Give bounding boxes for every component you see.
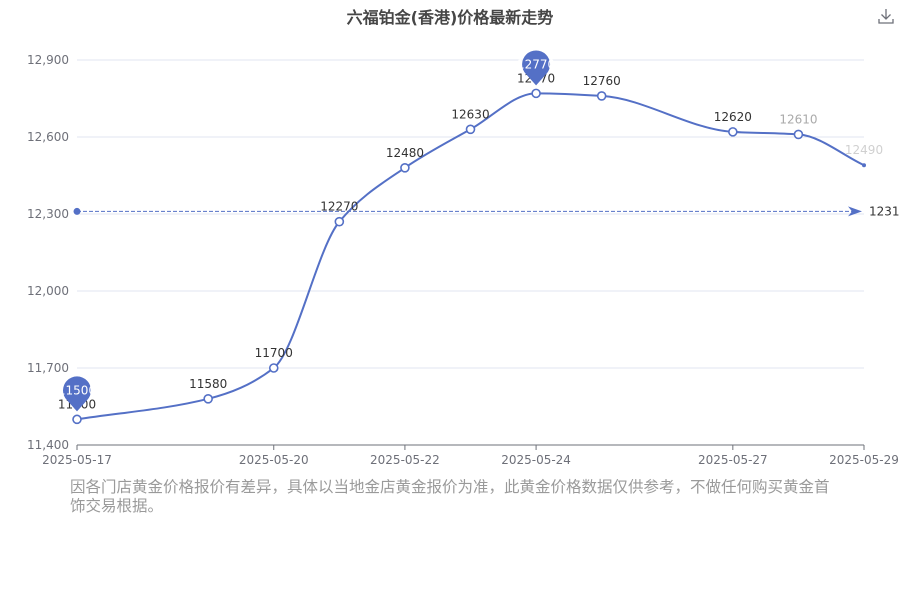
min-pin-marker: 11500 — [58, 376, 96, 412]
data-point — [862, 163, 866, 168]
data-point — [334, 216, 345, 227]
data-label: 12630 — [451, 107, 489, 121]
y-tick-label: 12,600 — [27, 130, 69, 144]
data-point — [268, 363, 279, 373]
pin-label: 12770 — [517, 57, 555, 71]
y-tick-label: 12,000 — [27, 284, 69, 298]
data-point — [465, 124, 476, 135]
average-line-arrow — [848, 206, 862, 217]
data-point — [400, 163, 410, 173]
pin-label: 11500 — [58, 383, 96, 397]
y-tick-label: 12,900 — [27, 53, 69, 67]
average-line-start-dot — [73, 207, 81, 215]
data-label: 12610 — [779, 112, 817, 126]
disclaimer-text: 因各门店黄金价格报价有差异，具体以当地金店黄金报价为准，此黄金价格数据仅供参考，… — [70, 478, 830, 515]
download-icon — [878, 9, 894, 24]
data-point — [793, 129, 804, 140]
data-label: 12760 — [583, 74, 621, 88]
average-line-label: 1231 — [869, 204, 900, 218]
y-tick-label: 11,400 — [27, 438, 69, 452]
y-tick-label: 12,300 — [27, 207, 69, 221]
data-point — [728, 127, 738, 137]
x-tick-label: 2025-05-17 — [42, 453, 112, 467]
price-series-line — [76, 92, 865, 421]
x-tick-label: 2025-05-22 — [370, 453, 440, 467]
download-button[interactable] — [876, 6, 896, 26]
data-point — [596, 91, 607, 101]
data-label: 12480 — [386, 146, 424, 160]
x-tick-label: 2025-05-24 — [501, 453, 571, 467]
data-point — [72, 414, 82, 425]
data-point — [203, 393, 213, 404]
x-tick-label: 2025-05-29 — [829, 453, 899, 467]
data-label: 11700 — [255, 346, 293, 360]
pin-shape — [522, 50, 551, 86]
grid-lines — [77, 59, 864, 369]
data-label: 11580 — [189, 377, 227, 391]
data-point — [531, 88, 541, 99]
pin-shape — [62, 376, 91, 412]
data-label: 12490 — [845, 143, 883, 157]
data-label: 12270 — [320, 200, 358, 214]
max-pin-marker: 12770 — [517, 50, 555, 86]
y-tick-label: 11,700 — [27, 361, 69, 375]
chart-title: 六福铂金(香港)价格最新走势 — [346, 8, 554, 27]
x-tick-label: 2025-05-27 — [698, 453, 768, 467]
data-label: 12620 — [714, 110, 752, 124]
x-tick-label: 2025-05-20 — [239, 453, 309, 467]
